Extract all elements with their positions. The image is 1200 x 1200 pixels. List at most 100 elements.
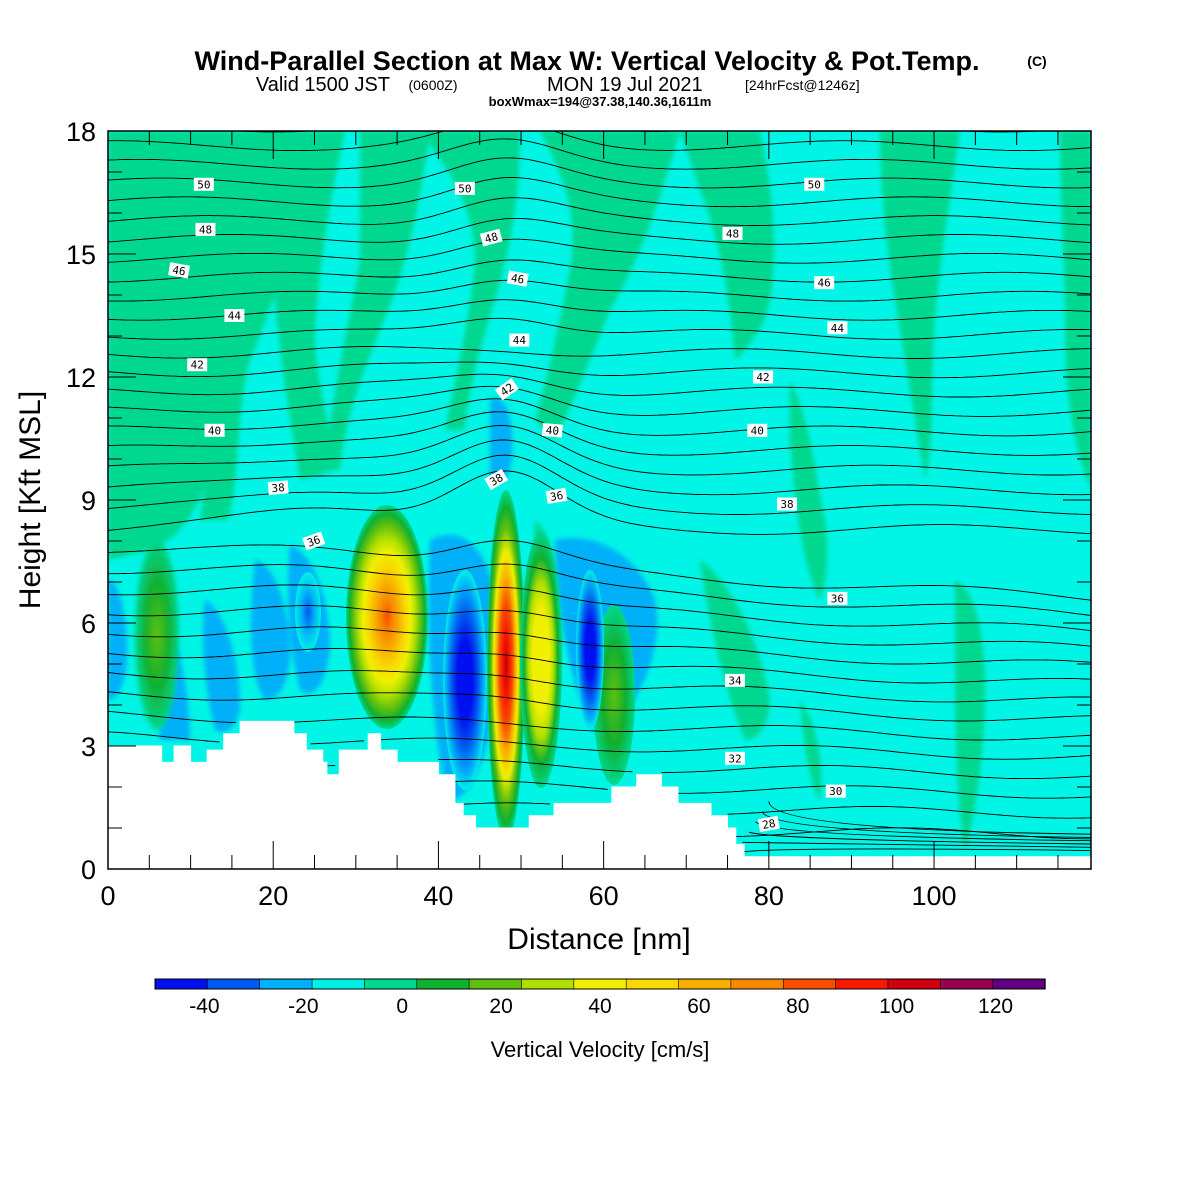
y-tick-label: 9 — [81, 486, 96, 516]
contour-label-text: 36 — [305, 533, 322, 550]
valid-date: MON 19 Jul 2021 — [547, 74, 703, 96]
contour-label-38: 38 — [777, 497, 798, 511]
colorbar-segment — [625, 978, 680, 990]
theta-contour-line — [108, 626, 1091, 665]
y-axis-tick-labels: 0 3 6 9 12 15 18 — [66, 117, 96, 885]
contour-label-text: 48 — [483, 230, 499, 246]
forecast-info: [24hrFcst@1246z] — [745, 77, 860, 93]
title-copyright: (C) — [1027, 53, 1046, 69]
colorbar-segment — [154, 978, 209, 990]
contour-label-50: 50 — [804, 177, 825, 191]
colorbar-segment — [259, 978, 313, 990]
colorbar-segment — [364, 978, 418, 990]
theta-contour-line — [463, 802, 1091, 819]
y-axis-label: Height [Kft MSL] — [14, 391, 47, 609]
contour-label-text: 44 — [831, 322, 845, 335]
theta-contour-line — [768, 801, 1091, 835]
contour-label-40: 40 — [541, 422, 563, 438]
colorbar-segment — [678, 978, 732, 990]
contour-label-text: 32 — [728, 752, 741, 765]
y-tick-label: 6 — [81, 609, 96, 639]
colorbar-segment — [992, 978, 1046, 990]
x-tick-label: 0 — [100, 881, 115, 911]
x-tick-label: 20 — [258, 881, 288, 911]
colorbar-tick-label: 20 — [489, 995, 512, 1018]
downdraft-cell-44nm — [443, 570, 487, 790]
theta-contour-line — [108, 398, 1091, 437]
colorbar-segment — [311, 978, 366, 990]
colorbar-tick-label: 0 — [396, 995, 408, 1018]
colorbar-tick-label: 40 — [588, 995, 611, 1018]
x-axis-label: Distance [nm] — [507, 923, 690, 956]
contour-label-text: 38 — [271, 481, 285, 495]
box-wmax-info: boxWmax=194@37.38,140.36,1611m — [489, 94, 712, 109]
theta-contour-line — [735, 848, 1091, 854]
theta-contour-line — [748, 831, 1091, 845]
contour-labels: 50 50 50 48 48 48 46 46 46 44 44 44 42 42 42 40 40 40 38 38… — [168, 177, 848, 833]
contour-label-text: 30 — [829, 785, 842, 798]
theta-contour-line — [108, 177, 1091, 208]
contour-label-42: 42 — [495, 378, 519, 401]
colorbar-segment — [730, 978, 784, 990]
colorbar-label: Vertical Velocity [cm/s] — [491, 1037, 710, 1062]
theta-contour-line — [108, 299, 1091, 321]
colorbar-segment — [468, 978, 523, 990]
updraft-cell-48nm — [487, 490, 525, 840]
contour-label-36: 36 — [302, 531, 326, 551]
theta-contour-line — [108, 584, 1091, 632]
colorbar-tick-label: 100 — [879, 995, 914, 1018]
contour-label-text: 36 — [549, 489, 564, 504]
theta-contour-line — [229, 131, 1047, 133]
x-tick-label: 60 — [589, 881, 619, 911]
contour-label-48: 48 — [479, 228, 503, 247]
x-tick-label: 80 — [754, 881, 784, 911]
theta-contour-line — [108, 259, 1091, 283]
colorbar-segment — [521, 978, 575, 990]
contour-label-42: 42 — [187, 358, 208, 372]
y-tick-label: 15 — [66, 240, 96, 270]
title-main: Wind-Parallel Section at Max W: Vertical… — [195, 46, 980, 76]
valid-zulu: (0600Z) — [408, 77, 457, 93]
contour-label-38: 38 — [267, 480, 289, 495]
theta-contour-line — [108, 157, 1091, 189]
contour-label-48: 48 — [722, 227, 743, 241]
contour-label-text: 48 — [726, 228, 739, 241]
contour-label-text: 40 — [751, 424, 764, 437]
contour-label-44: 44 — [827, 321, 848, 335]
x-axis-tick-labels: 0 20 40 60 80 100 — [100, 881, 956, 911]
contour-label-40: 40 — [747, 423, 768, 437]
theta-contour-line — [108, 131, 1091, 152]
theta-contour-line — [108, 670, 1091, 703]
theta-contour-line — [108, 138, 1091, 170]
contour-label-text: 50 — [808, 178, 821, 191]
y-tick-label: 18 — [66, 117, 96, 147]
axis-ticks — [107, 130, 1091, 870]
theta-contour-line — [108, 385, 1091, 417]
contour-label-48: 48 — [195, 222, 216, 236]
contour-label-text: 44 — [513, 334, 527, 347]
colorbar-tick-label: 80 — [786, 995, 809, 1018]
terrain — [108, 720, 1091, 869]
contour-label-50: 50 — [193, 177, 214, 191]
theta-contour-line — [108, 539, 1091, 601]
contour-label-34: 34 — [724, 673, 745, 687]
colorbar-tick-label: -20 — [288, 995, 318, 1018]
colorbar-segment — [782, 978, 837, 990]
theta-contour-line — [108, 346, 1091, 359]
theta-contour-line — [108, 731, 1091, 760]
chart-title: Wind-Parallel Section at Max W: Vertical… — [195, 46, 1047, 76]
colorbar-segment — [573, 978, 627, 990]
contour-label-28: 28 — [757, 815, 780, 833]
colorbar-tick-label: 120 — [978, 995, 1013, 1018]
contour-label-36: 36 — [545, 487, 568, 505]
contour-label-44: 44 — [509, 333, 530, 347]
theta-contour-line — [108, 470, 1091, 535]
contour-label-30: 30 — [825, 784, 846, 798]
updraft-cell-34nm — [346, 505, 428, 729]
colorbar-segment — [939, 978, 994, 990]
theta-contour-line — [108, 361, 1091, 379]
contour-label-46: 46 — [814, 276, 835, 290]
theta-contour-line — [742, 841, 1091, 848]
colorbar-segment — [416, 978, 470, 990]
theta-contour-line — [108, 648, 1091, 684]
